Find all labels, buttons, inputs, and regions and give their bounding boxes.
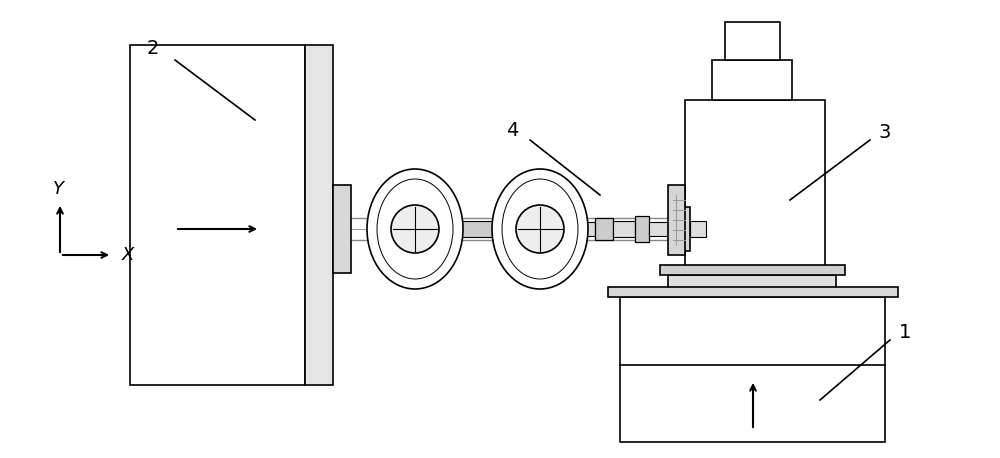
Bar xyxy=(725,22,780,60)
Ellipse shape xyxy=(502,179,578,279)
Text: Y: Y xyxy=(52,180,64,198)
Bar xyxy=(649,222,674,236)
Text: 4: 4 xyxy=(506,120,518,140)
Ellipse shape xyxy=(391,205,439,253)
Bar xyxy=(620,297,885,442)
Text: 2: 2 xyxy=(147,38,159,58)
Bar xyxy=(690,221,706,237)
Bar xyxy=(595,218,613,240)
Bar xyxy=(440,221,515,237)
Text: 3: 3 xyxy=(879,122,891,142)
Bar xyxy=(668,275,836,297)
Ellipse shape xyxy=(367,169,463,289)
Bar xyxy=(660,265,845,275)
Bar xyxy=(333,185,351,273)
Text: 1: 1 xyxy=(899,323,911,343)
Bar xyxy=(305,45,333,385)
Ellipse shape xyxy=(492,169,588,289)
Ellipse shape xyxy=(377,179,453,279)
Bar xyxy=(130,45,305,385)
Text: X: X xyxy=(122,246,134,264)
Bar xyxy=(685,100,825,275)
Bar xyxy=(674,207,690,251)
Bar xyxy=(565,222,595,236)
Bar xyxy=(608,287,898,297)
Ellipse shape xyxy=(516,205,564,253)
Bar xyxy=(613,221,635,237)
Bar xyxy=(668,185,685,255)
Bar xyxy=(712,60,792,100)
Bar xyxy=(635,216,649,242)
